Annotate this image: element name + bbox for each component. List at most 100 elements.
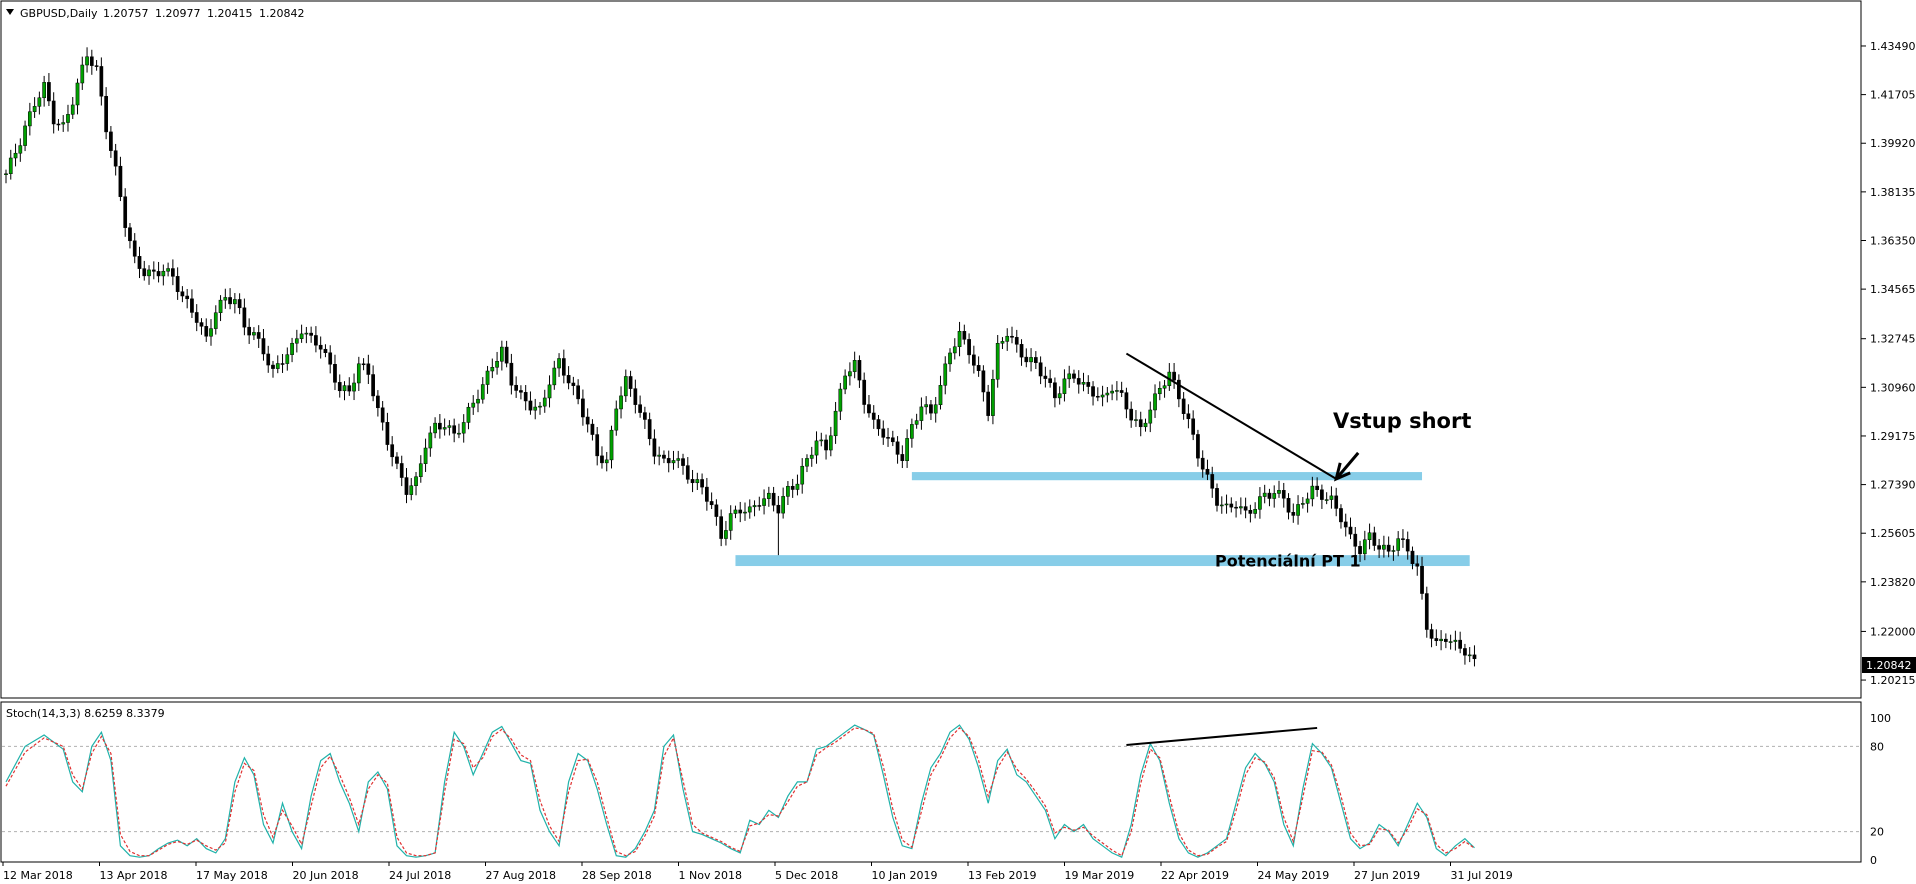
candle-body-up — [476, 398, 480, 404]
candle-body-down — [1014, 337, 1019, 345]
candle-body-up — [914, 420, 919, 425]
candle-body-up — [42, 82, 46, 99]
candle-body-down — [452, 425, 457, 434]
candle-body-down — [1210, 474, 1215, 489]
candle-body-down — [171, 268, 175, 277]
candle-body-up — [423, 447, 428, 464]
candle-body-up — [924, 404, 929, 408]
candlesticks — [4, 47, 1477, 667]
candle-body-down — [1358, 546, 1362, 555]
candle-body-down — [1243, 506, 1248, 511]
candle-body-down — [318, 344, 323, 350]
candle-body-up — [623, 376, 628, 397]
candle-body-down — [709, 501, 714, 506]
candle-body-up — [352, 382, 356, 392]
candle-body-up — [495, 361, 499, 368]
candle-body-up — [995, 343, 1000, 380]
candle-body-up — [609, 429, 614, 461]
candle-body-up — [852, 360, 857, 372]
candle-body-up — [542, 397, 547, 407]
candle-body-up — [1062, 378, 1067, 394]
candle-body-up — [290, 342, 294, 355]
candle-body-up — [1296, 504, 1300, 516]
candle-body-down — [519, 390, 523, 393]
stoch-panel-frame — [0, 701, 1862, 863]
collapse-triangle-icon[interactable] — [6, 9, 14, 15]
candle-body-down — [142, 268, 147, 277]
candle-body-down — [175, 276, 180, 292]
candle-body-up — [805, 458, 809, 467]
current-price-label: 1.20842 — [1866, 659, 1912, 672]
candle-body-down — [1053, 382, 1057, 399]
candle-body-up — [1057, 393, 1062, 399]
candle-body-down — [1229, 503, 1234, 508]
candle-body-up — [356, 363, 361, 384]
candle-body-down — [1010, 335, 1014, 338]
candle-body-up — [781, 496, 785, 514]
candle-body-down — [256, 332, 261, 339]
price-tick-label: 1.20215 — [1870, 674, 1916, 687]
candle-body-down — [137, 256, 142, 269]
candle-body-down — [1091, 386, 1095, 397]
candle-body-up — [466, 406, 471, 423]
price-tick-label: 1.39920 — [1870, 137, 1916, 150]
candle-body-down — [528, 400, 533, 411]
candle-body-down — [1019, 344, 1024, 358]
candle-body-up — [1272, 493, 1277, 499]
candle-body-down — [1444, 638, 1448, 642]
candle-body-up — [4, 173, 8, 175]
current-price-box — [1862, 657, 1916, 673]
price-tick-label: 1.25605 — [1870, 527, 1916, 540]
candle-body-up — [8, 157, 13, 174]
candle-body-up — [1000, 341, 1005, 344]
candle-body-down — [399, 463, 404, 478]
candle-body-up — [447, 425, 452, 428]
stoch-tick-label: 80 — [1870, 740, 1884, 753]
candle-body-up — [552, 367, 557, 386]
candle-body-up — [23, 125, 27, 146]
ohlc-low: 1.20415 — [207, 7, 253, 20]
candle-body-down — [1200, 457, 1205, 470]
candle-body-up — [1396, 538, 1401, 551]
candle-body-down — [337, 382, 342, 392]
candle-body-down — [314, 335, 318, 346]
candle-body-down — [876, 419, 881, 430]
candle-body-down — [1348, 526, 1353, 535]
candle-body-up — [1143, 422, 1148, 428]
time-tick-label: 27 Aug 2018 — [486, 869, 556, 882]
candle-body-down — [581, 398, 585, 418]
candle-body-down — [890, 437, 895, 443]
candle-body-down — [228, 297, 232, 305]
candle-body-down — [113, 150, 118, 167]
price-panel: Potenciální PT 1 Vstup short GBPUSD,Dail… — [0, 0, 1862, 699]
candle-body-down — [204, 326, 209, 337]
candle-body-up — [657, 454, 662, 457]
candle-body-up — [695, 479, 700, 484]
price-tick-label: 1.38135 — [1870, 186, 1916, 199]
candle-body-down — [900, 454, 905, 461]
candle-body-up — [147, 269, 151, 277]
candle-body-up — [223, 297, 228, 301]
candle-body-down — [824, 439, 828, 451]
candle-body-up — [1157, 387, 1162, 395]
candle-body-down — [595, 434, 600, 457]
candle-body-up — [943, 363, 948, 386]
candle-body-up — [766, 492, 771, 499]
candle-body-down — [185, 295, 190, 300]
candle-body-up — [1067, 373, 1072, 380]
candle-body-down — [1472, 654, 1477, 660]
candle-body-up — [471, 402, 476, 408]
candle-body-up — [1110, 390, 1114, 394]
time-tick-label: 13 Feb 2019 — [968, 869, 1036, 882]
candle-body-up — [557, 358, 561, 369]
candle-body-up — [1324, 499, 1329, 501]
candle-body-down — [1196, 434, 1200, 459]
candle-body-down — [1048, 378, 1052, 383]
candle-body-down — [385, 422, 390, 445]
candle-body-down — [109, 131, 113, 151]
candle-body-up — [933, 404, 938, 414]
candle-body-up — [299, 333, 304, 339]
candle-body-down — [647, 419, 652, 440]
candle-body-down — [1405, 539, 1410, 552]
